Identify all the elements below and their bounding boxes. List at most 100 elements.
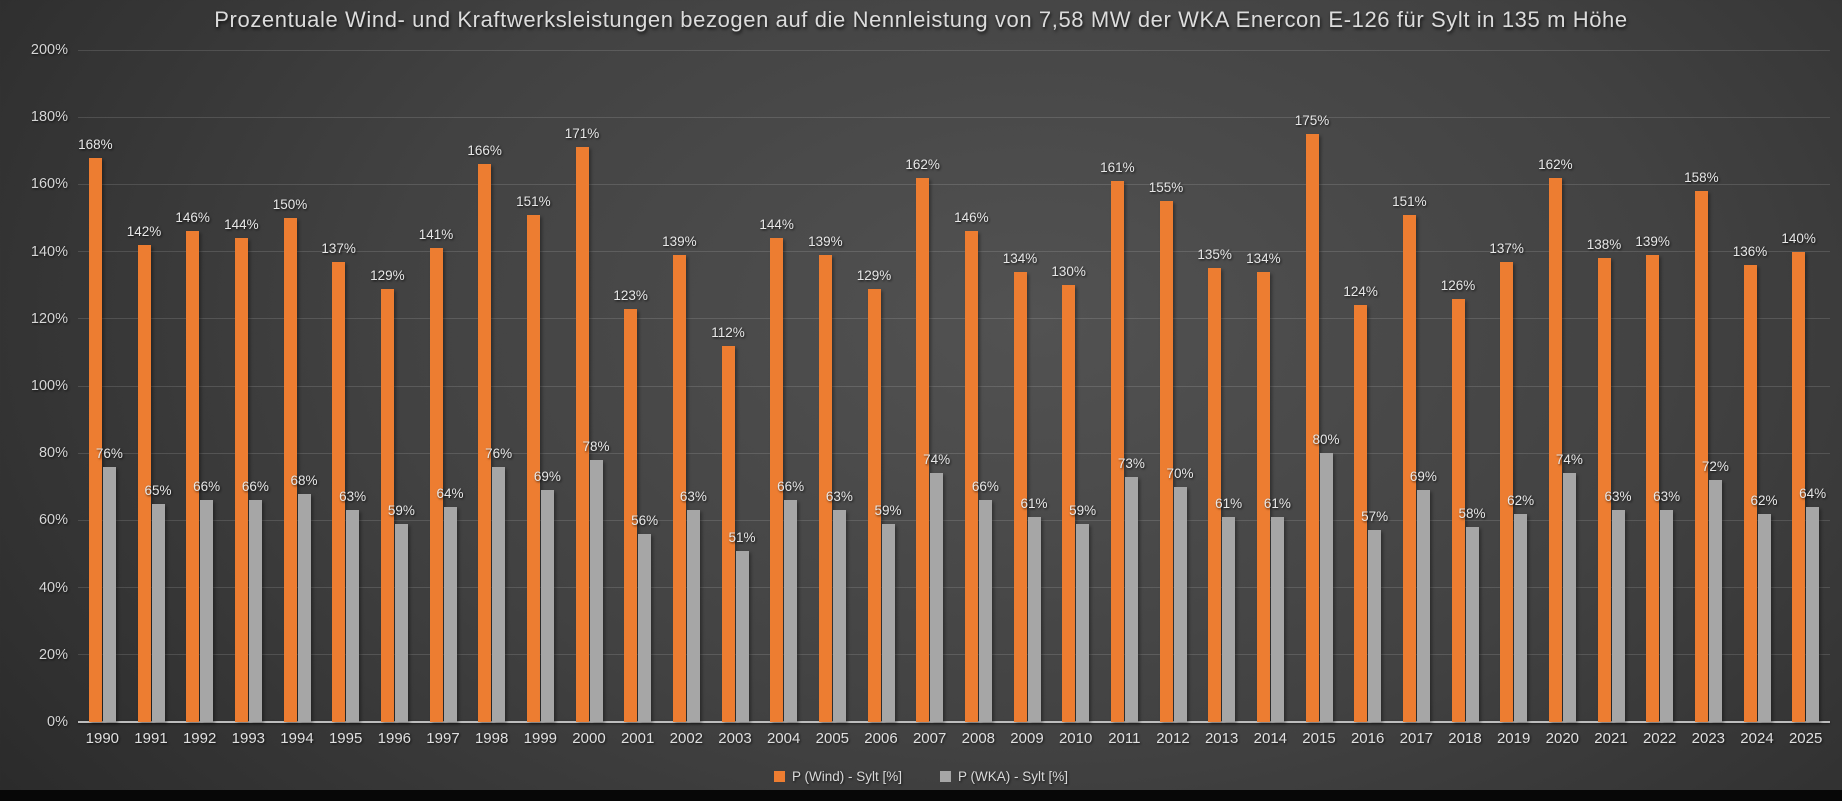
bar-wind-2022 — [1646, 254, 1660, 722]
bar-wka-2018 — [1465, 527, 1479, 722]
data-label-wka-2002: 63% — [679, 489, 707, 505]
data-label-wind-2012: 155% — [1148, 180, 1184, 196]
bar-wind-2014 — [1256, 271, 1270, 722]
bar-wind-2025 — [1792, 251, 1806, 722]
bar-wind-2012 — [1159, 201, 1173, 722]
data-label-wka-1999: 69% — [533, 469, 561, 485]
data-label-wka-1994: 68% — [290, 472, 318, 488]
data-label-wind-2024: 136% — [1732, 244, 1768, 260]
x-axis-label: 1999 — [523, 730, 558, 747]
y-axis-tick: 40% — [38, 579, 68, 596]
data-label-wind-2007: 162% — [905, 156, 940, 172]
x-axis-label: 1997 — [426, 730, 460, 747]
data-label-wka-1996: 59% — [387, 502, 415, 518]
bar-wka-1990 — [102, 466, 116, 722]
x-axis-label: 2000 — [572, 730, 606, 747]
bar-wind-2017 — [1402, 214, 1416, 722]
data-label-wind-1992: 146% — [175, 210, 210, 226]
x-axis-label: 1994 — [280, 730, 314, 747]
x-axis-label: 2011 — [1108, 730, 1141, 747]
data-label-wka-2001: 56% — [631, 512, 659, 528]
data-label-wind-2003: 112% — [711, 324, 745, 340]
x-axis-label: 2021 — [1594, 730, 1628, 747]
data-label-wka-1997: 64% — [436, 485, 464, 501]
data-label-wind-2011: 161% — [1100, 160, 1135, 176]
bar-wka-2009 — [1027, 517, 1041, 722]
data-label-wka-2014: 61% — [1263, 496, 1291, 512]
bar-wka-2004 — [784, 500, 798, 722]
bar-wind-2005 — [818, 254, 832, 722]
bar-wind-2011 — [1110, 181, 1124, 722]
x-axis-label: 2014 — [1253, 730, 1288, 747]
bar-wind-1992 — [186, 231, 200, 722]
data-label-wka-2004: 66% — [777, 479, 805, 495]
bar-wka-2011 — [1124, 476, 1138, 722]
data-label-wka-1992: 66% — [193, 479, 221, 495]
data-label-wka-2022: 63% — [1653, 489, 1681, 505]
x-axis-label: 2022 — [1642, 730, 1677, 747]
data-label-wind-2009: 134% — [1002, 250, 1038, 266]
data-label-wind-2021: 138% — [1586, 237, 1622, 253]
data-label-wind-2017: 151% — [1392, 193, 1427, 209]
data-label-wind-2000: 171% — [564, 126, 600, 142]
bar-wka-1994 — [297, 493, 311, 722]
bar-wka-2010 — [1076, 523, 1090, 722]
bar-wka-2020 — [1562, 473, 1576, 722]
y-axis-tick: 60% — [38, 512, 68, 529]
bar-wind-1997 — [429, 248, 443, 722]
data-label-wka-2018: 58% — [1458, 506, 1486, 522]
data-label-wka-2008: 66% — [971, 479, 999, 495]
bar-wka-1995 — [346, 510, 360, 722]
data-label-wka-2025: 64% — [1799, 485, 1827, 501]
slide-bottom-edge — [0, 790, 1842, 801]
bar-wind-2015 — [1305, 134, 1319, 722]
x-axis-label: 1998 — [474, 730, 509, 747]
data-label-wind-1997: 141% — [418, 227, 454, 243]
y-axis-tick: 80% — [38, 445, 68, 462]
bar-wka-2001 — [638, 533, 652, 722]
bar-wka-1996 — [394, 523, 408, 722]
y-axis-tick: 100% — [30, 378, 68, 394]
data-label-wka-2003: 51% — [728, 529, 756, 545]
bar-wind-1994 — [283, 218, 297, 722]
x-axis-label: 2001 — [620, 730, 655, 747]
bar-wind-2004 — [770, 238, 784, 722]
data-label-wka-2017: 69% — [1409, 469, 1437, 485]
y-axis-tick: 120% — [30, 310, 68, 327]
bar-wka-2003 — [735, 550, 749, 722]
data-label-wind-2005: 139% — [808, 233, 843, 249]
y-axis-tick: 200% — [30, 42, 68, 58]
bar-wka-2007 — [930, 473, 944, 722]
bar-wind-2008 — [964, 231, 978, 722]
bar-wka-1999 — [540, 490, 554, 722]
data-label-wind-2014: 134% — [1246, 250, 1281, 266]
data-label-wind-2016: 124% — [1343, 284, 1378, 300]
bar-wka-2013 — [1222, 517, 1236, 722]
bar-wind-2013 — [1208, 268, 1222, 722]
data-label-wind-2022: 139% — [1635, 233, 1670, 249]
bar-wind-2020 — [1548, 177, 1562, 722]
bar-wka-2008 — [978, 500, 992, 722]
bar-wka-2016 — [1368, 530, 1382, 722]
gridline — [78, 183, 1830, 185]
gridline — [78, 654, 1830, 656]
bar-wind-2006 — [867, 288, 881, 722]
bar-wka-1998 — [492, 466, 506, 722]
data-label-wind-2015: 175% — [1294, 113, 1330, 128]
data-label-wka-2006: 59% — [874, 502, 902, 518]
data-label-wind-2006: 129% — [856, 267, 892, 283]
data-label-wind-2020: 162% — [1538, 156, 1573, 172]
data-label-wind-1994: 150% — [272, 197, 308, 212]
data-label-wind-1996: 129% — [370, 267, 405, 283]
gridline — [78, 587, 1830, 589]
data-label-wind-2019: 137% — [1489, 240, 1524, 256]
data-label-wka-2016: 57% — [1361, 509, 1389, 525]
bar-wka-2014 — [1270, 517, 1284, 722]
legend-label: P (Wind) - Sylt [%] — [791, 769, 902, 784]
bar-wind-2016 — [1354, 305, 1368, 722]
data-label-wka-2000: 78% — [582, 438, 610, 454]
data-label-wind-2010: 130% — [1051, 264, 1086, 280]
data-label-wind-2002: 139% — [662, 233, 697, 249]
x-axis-label: 2015 — [1302, 730, 1336, 747]
data-label-wka-1991: 65% — [144, 482, 172, 498]
